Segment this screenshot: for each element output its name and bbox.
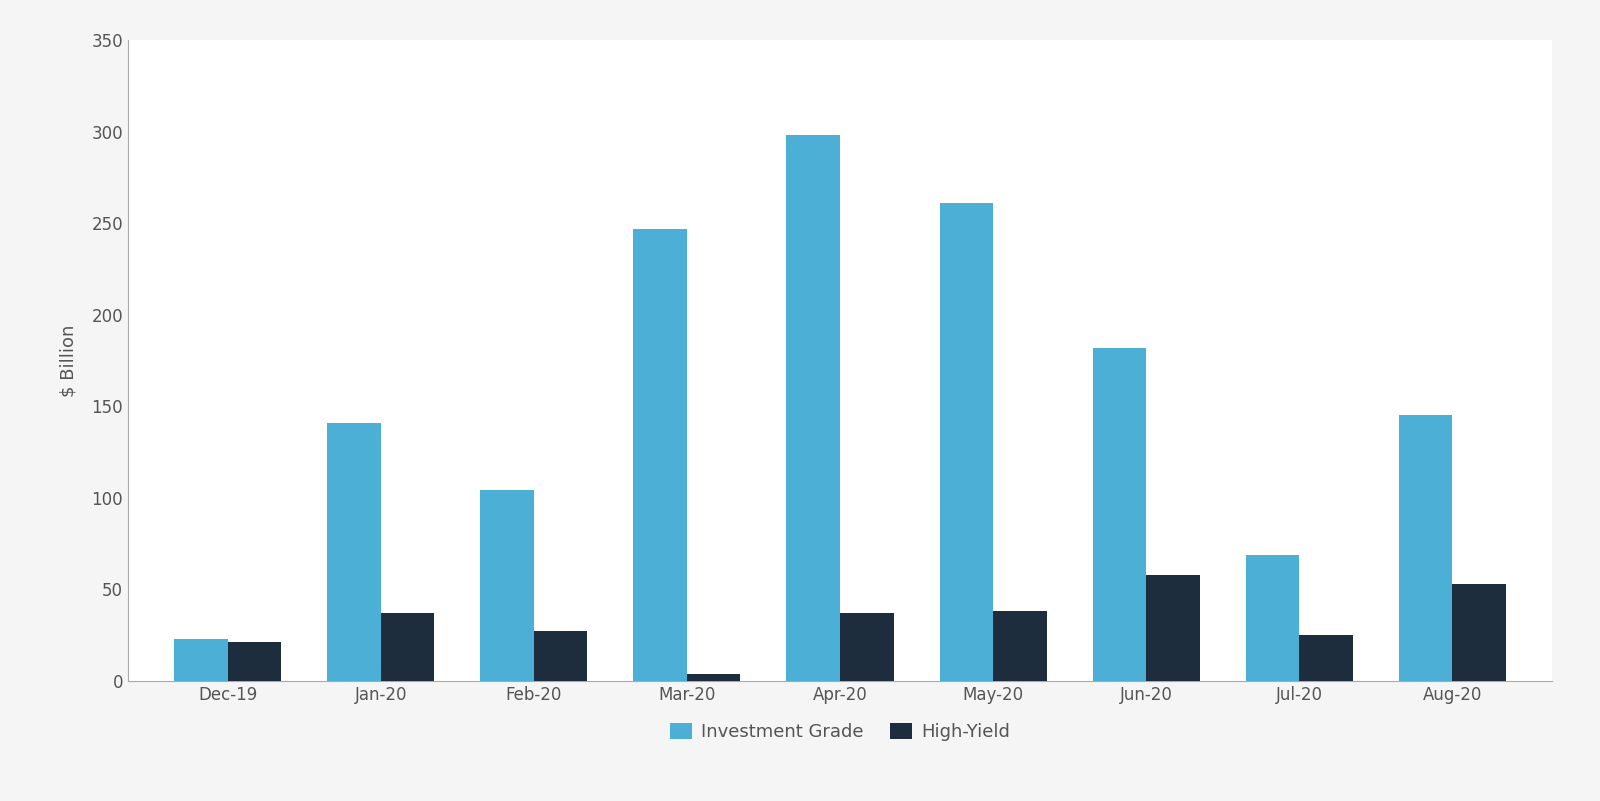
Bar bbox=[686, 674, 741, 681]
Bar bbox=[381, 613, 434, 681]
Bar bbox=[787, 135, 840, 681]
Bar bbox=[939, 203, 994, 681]
Bar bbox=[534, 631, 587, 681]
Bar bbox=[227, 642, 282, 681]
Bar bbox=[994, 611, 1046, 681]
Y-axis label: $ Billion: $ Billion bbox=[59, 324, 78, 396]
Legend: Investment Grade, High-Yield: Investment Grade, High-Yield bbox=[662, 716, 1018, 749]
Bar bbox=[1246, 554, 1299, 681]
Bar bbox=[634, 228, 686, 681]
Bar bbox=[1299, 635, 1354, 681]
Bar bbox=[1398, 416, 1453, 681]
Bar bbox=[840, 613, 893, 681]
Bar bbox=[1093, 348, 1146, 681]
Bar bbox=[326, 423, 381, 681]
Bar bbox=[1146, 574, 1200, 681]
Bar bbox=[480, 490, 534, 681]
Bar bbox=[1453, 584, 1506, 681]
Bar bbox=[174, 638, 227, 681]
